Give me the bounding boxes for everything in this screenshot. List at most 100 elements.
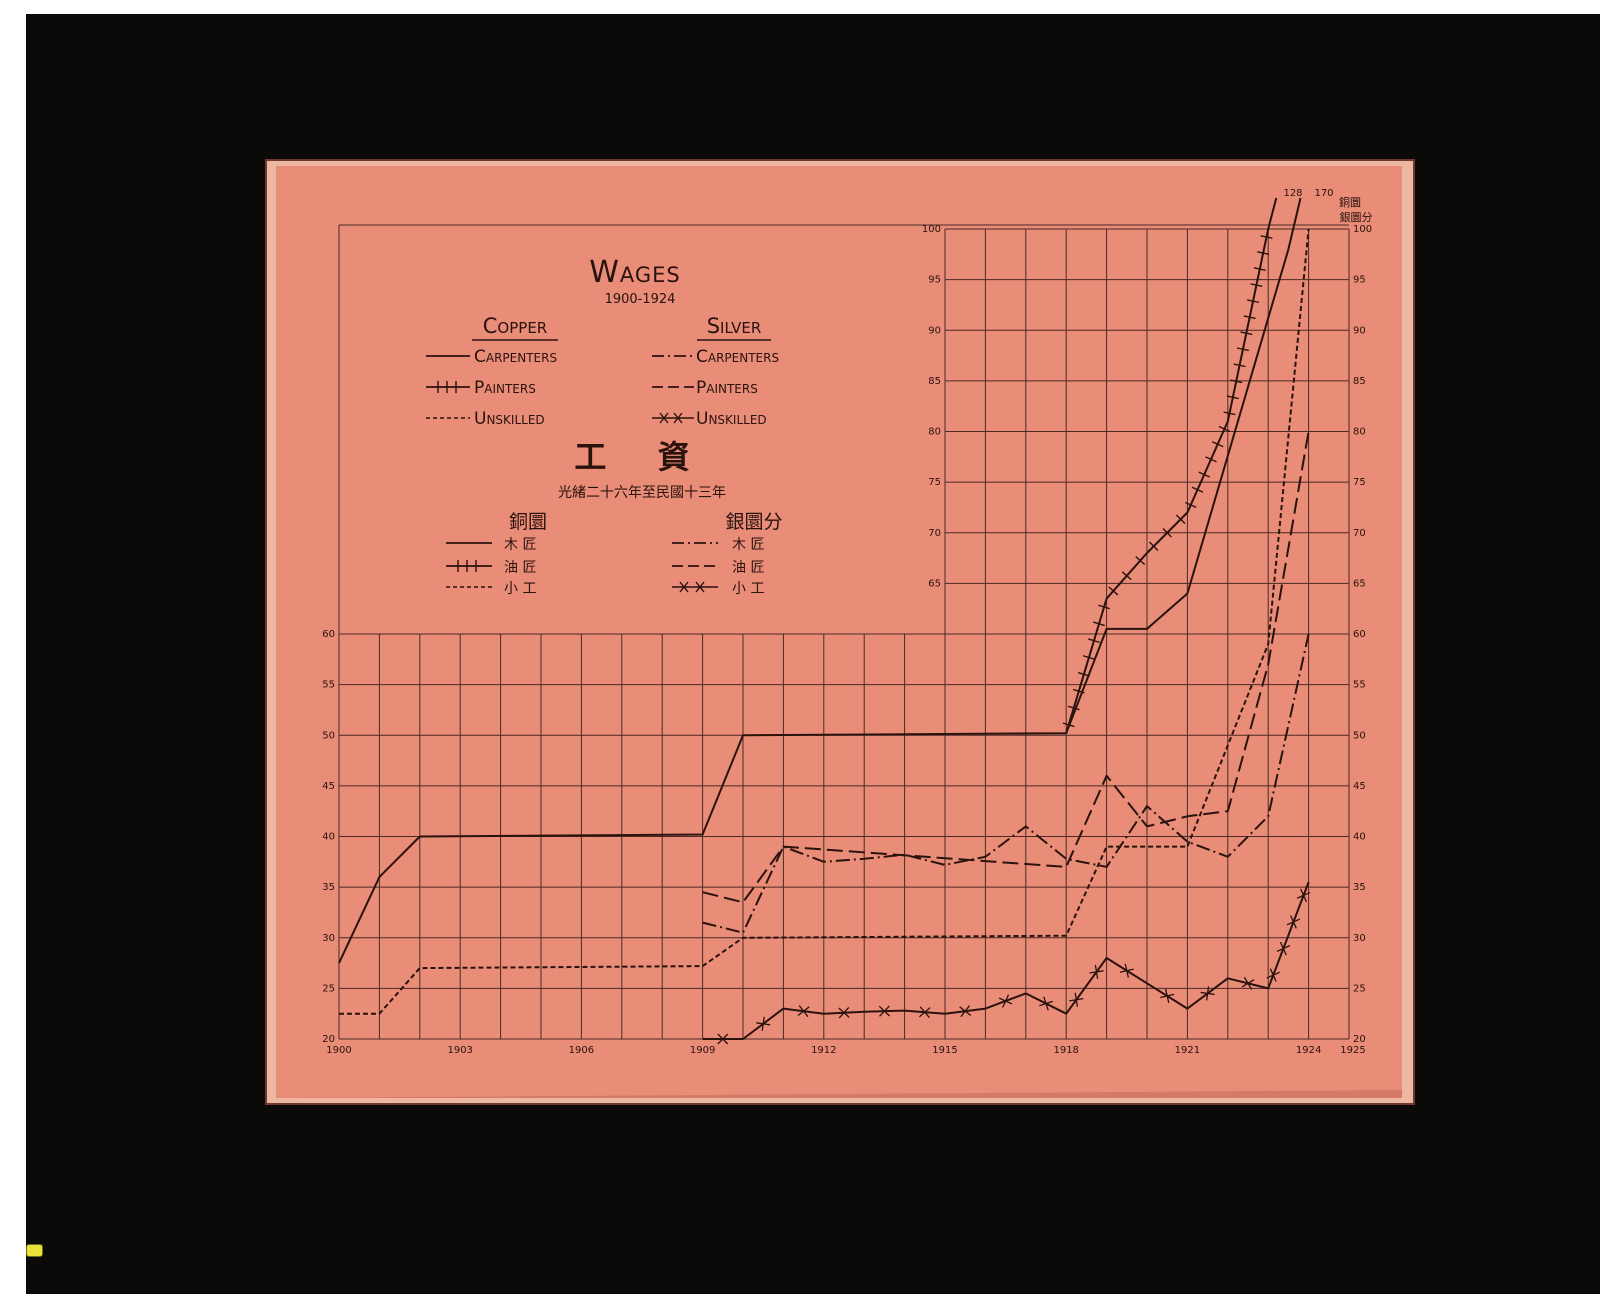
y-tick-label-right: 95 <box>1353 275 1366 286</box>
series-cross-mark <box>1205 986 1210 1001</box>
silver-heading-cn: 銀圜分 <box>725 511 782 533</box>
carpenters-off-scale-label: 170 <box>1314 188 1333 199</box>
y-tick-label-left: 55 <box>322 680 335 691</box>
y-tick-label-middle: 80 <box>928 427 941 438</box>
series-cross-mark <box>1241 979 1255 988</box>
x-tick-label: 1912 <box>811 1045 836 1056</box>
series-cross-mark <box>1279 941 1287 956</box>
chinese-title: 工 資 <box>574 438 709 476</box>
x-tick-label: 1906 <box>569 1045 594 1056</box>
y-tick-label-right: 25 <box>1353 983 1366 994</box>
series-tick-mark <box>1236 347 1249 352</box>
series-tick-mark <box>1260 235 1273 239</box>
legend-label-copper-carpenters: Carpenters <box>474 347 557 367</box>
y-tick-label-right: 60 <box>1353 629 1366 640</box>
series-cross-mark <box>1074 992 1079 1007</box>
series-cross-mark <box>879 1005 890 1017</box>
chart-subtitle: 1900-1924 <box>605 292 676 307</box>
y-tick-label-middle: 95 <box>928 275 941 286</box>
legend-label-cn-silver-painters: 油 匠 <box>732 560 764 576</box>
y-tick-label-left: 50 <box>322 730 335 741</box>
x-tick-label: 1918 <box>1053 1045 1078 1056</box>
y-tick-label-middle: 100 <box>922 224 941 235</box>
y-tick-label-right: 70 <box>1353 528 1366 539</box>
chart-title: Wages <box>589 255 681 290</box>
series-tick-mark <box>1148 541 1159 551</box>
series-tick-mark <box>1218 425 1231 433</box>
chart-paper <box>276 166 1402 1098</box>
series-tick-mark <box>1247 299 1260 304</box>
series-line-silver-carpenters <box>702 633 1310 934</box>
series-cross-mark <box>1094 964 1099 980</box>
legend-label-cn-copper-painters: 油 匠 <box>504 560 536 576</box>
y-tick-label-right: 50 <box>1353 730 1366 741</box>
y-tick-label-middle: 85 <box>928 376 941 387</box>
series-tick-mark <box>1162 528 1172 538</box>
copper-heading: Copper <box>483 314 547 338</box>
copper-carpenters-off-scale-stroke <box>1287 197 1302 250</box>
series-tick-mark <box>1257 251 1270 255</box>
series-tick-mark <box>1211 441 1224 448</box>
y-tick-label-middle: 65 <box>928 578 941 589</box>
series-tick-mark <box>1067 705 1080 711</box>
series-tick-mark <box>1226 395 1239 400</box>
series-tick-mark <box>1175 514 1186 524</box>
series-cross-mark <box>919 1007 931 1018</box>
y-tick-label-middle: 70 <box>928 528 941 539</box>
series-cross-mark <box>717 1033 729 1045</box>
series-tick-mark <box>1253 267 1266 271</box>
y-tick-label-left: 25 <box>322 983 335 994</box>
series-tick-mark <box>1072 688 1085 694</box>
paper-shadow <box>276 1090 1402 1098</box>
x-tick-label: 1921 <box>1175 1045 1200 1056</box>
series-cross-mark <box>1300 888 1308 903</box>
series-tick-mark <box>1121 571 1132 581</box>
series-cross-mark <box>761 1016 765 1031</box>
series-tick-mark <box>1250 283 1263 288</box>
legend-label-cn-copper-unskilled: 小 工 <box>504 581 536 597</box>
tick-labels: 1900 1903 1906 1909 1912 1915 1918 1921 1924 1925… <box>322 224 1372 1056</box>
series-lines <box>338 197 1311 1045</box>
y-tick-label-right: 55 <box>1353 680 1366 691</box>
series-tick-mark <box>1240 331 1253 336</box>
series-cross-mark <box>1269 968 1277 982</box>
y-tick-label-right: 20 <box>1353 1034 1366 1045</box>
series-tick-mark <box>1088 638 1100 644</box>
copper-heading-cn: 銅圜 <box>509 511 547 533</box>
y-tick-label-middle: 90 <box>928 325 941 336</box>
series-cross-mark <box>838 1006 850 1019</box>
y-tick-label-right: 100 <box>1353 224 1372 235</box>
y-tick-label-right: 75 <box>1353 477 1366 488</box>
copper-painters-off-scale-stroke <box>1267 197 1278 230</box>
painters-off-scale-label: 128 <box>1283 188 1302 199</box>
legend-copper-cn: 木 匠 油 匠 小 工 <box>446 537 536 597</box>
legend-swatch-cn-copper-painters-ticks <box>457 560 477 572</box>
series-tick-mark <box>1135 556 1146 566</box>
legend-label-silver-carpenters: Carpenters <box>696 347 779 367</box>
series-line-copper-carpenters <box>338 249 1290 964</box>
right-axis-unit-bottom: 銀圜分 <box>1340 210 1373 224</box>
right-axis-unit-top: 銅圜 <box>1339 195 1361 209</box>
series-cross-mark <box>1039 1000 1053 1007</box>
series-tick-mark <box>1108 586 1119 596</box>
series-tick-mark <box>1098 604 1111 610</box>
y-tick-label-right: 80 <box>1353 427 1366 438</box>
x-tick-label: 1925 <box>1340 1045 1365 1056</box>
series-cross-mark <box>1002 994 1010 1008</box>
series-cross-mark <box>1160 993 1175 999</box>
y-tick-label-right: 30 <box>1353 933 1366 944</box>
series-cross-mark <box>960 1005 971 1018</box>
series-tick-mark <box>1198 471 1211 478</box>
series-line-silver-painters <box>702 431 1310 904</box>
legend-swatch-copper-painters-ticks <box>437 381 457 393</box>
y-tick-label-left: 35 <box>322 882 335 893</box>
series-cross-mark <box>797 1006 810 1017</box>
legend-silver: Carpenters Painters Unskilled <box>652 347 779 429</box>
y-tick-label-left: 60 <box>322 629 335 640</box>
y-tick-label-left: 20 <box>322 1034 335 1045</box>
y-tick-label-right: 85 <box>1353 376 1366 387</box>
note-icon[interactable] <box>26 1244 43 1257</box>
y-tick-label-right: 35 <box>1353 882 1366 893</box>
series-cross-mark <box>1119 968 1134 973</box>
